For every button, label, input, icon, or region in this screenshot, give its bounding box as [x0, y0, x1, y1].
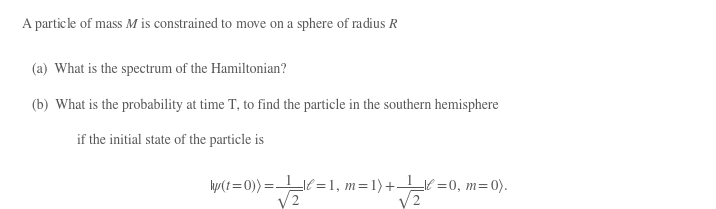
- Text: if the initial state of the particle is: if the initial state of the particle is: [77, 134, 264, 147]
- Text: $|\psi(t = 0)\rangle = \dfrac{1}{\sqrt{2}}|\ell = 1,\ m = 1\rangle + \dfrac{1}{\: $|\psi(t = 0)\rangle = \dfrac{1}{\sqrt{2…: [208, 172, 508, 209]
- Text: A particle of mass $M$ is constrained to move on a sphere of radius $R$: A particle of mass $M$ is constrained to…: [21, 15, 400, 33]
- Text: (b)  What is the probability at time T, to find the particle in the southern hem: (b) What is the probability at time T, t…: [32, 98, 499, 112]
- Text: (a)  What is the spectrum of the Hamiltonian?: (a) What is the spectrum of the Hamilton…: [32, 63, 286, 76]
